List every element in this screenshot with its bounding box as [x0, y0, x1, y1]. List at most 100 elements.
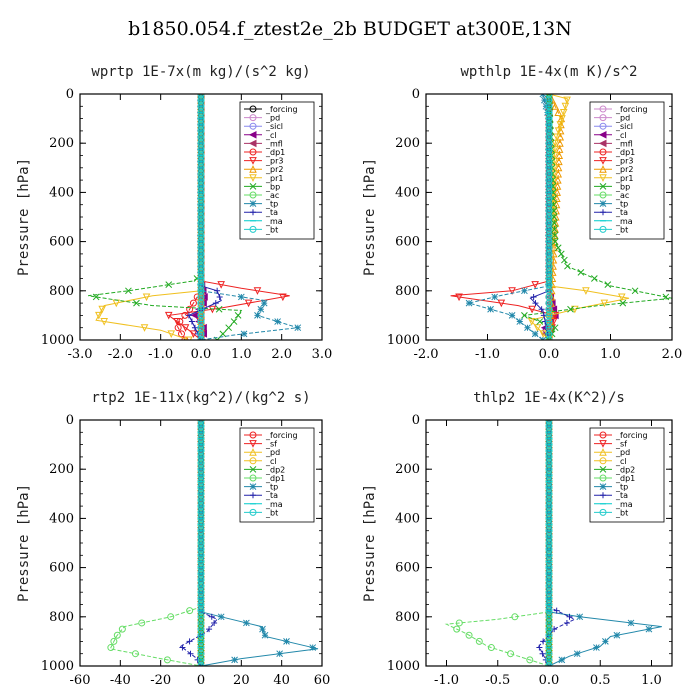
data-point	[254, 312, 261, 319]
legend-entry: _dp1	[615, 148, 635, 157]
data-point	[532, 300, 539, 307]
data-point	[553, 133, 561, 142]
data-point	[511, 613, 519, 621]
legend-entry: _ma	[615, 217, 633, 226]
legend-marker	[599, 105, 607, 113]
data-point	[563, 619, 570, 626]
x-tick-label: 2.0	[662, 347, 683, 362]
panel-3: rtp2 1E-11x(kg^2)/(kg^2 s) Pressure [hPa]…	[16, 390, 330, 688]
series-group	[88, 94, 302, 340]
data-point	[551, 232, 559, 239]
legend-marker	[249, 440, 257, 448]
legend-entry: _bt	[615, 225, 628, 234]
data-point	[521, 312, 528, 319]
data-point	[551, 225, 558, 233]
y-axis-label: Pressure [hPa]	[16, 158, 32, 276]
x-tick-label: -2.0	[413, 347, 438, 362]
legend-marker	[599, 474, 607, 482]
y-tick-label: 800	[395, 284, 420, 299]
legend-marker	[250, 209, 256, 216]
legend-marker	[599, 483, 607, 490]
data-point	[524, 324, 531, 332]
data-point	[465, 299, 473, 307]
data-point	[554, 108, 563, 116]
data-point	[118, 625, 126, 633]
legend-entry: _pr3	[265, 157, 283, 166]
data-point	[216, 293, 223, 300]
legend-marker	[599, 440, 607, 448]
y-tick-label: 800	[49, 284, 74, 299]
legend-marker	[249, 474, 257, 482]
legend-marker	[599, 122, 607, 130]
series-line-bp	[88, 94, 243, 340]
data-point	[558, 115, 566, 123]
data-point	[140, 324, 149, 332]
legend-entry: _pd	[265, 448, 280, 457]
x-tick-label: -0.5	[485, 673, 510, 688]
data-point	[244, 299, 253, 308]
legend-entry: _ma	[265, 217, 283, 226]
legend-entry: _ac	[265, 191, 279, 200]
y-tick-label: 1000	[41, 333, 74, 348]
data-point	[113, 631, 121, 639]
data-point	[173, 318, 181, 326]
legend-entry: _sicl	[615, 122, 633, 131]
y-tick-label: 800	[49, 610, 74, 625]
legend-box	[589, 101, 665, 240]
legend: _forcing_sf_pd_cl_dp2_dp1_tp_ta_ma_bt	[239, 427, 315, 523]
legend-marker	[599, 200, 607, 207]
data-point	[487, 644, 495, 652]
figure-title: b1850.054.f_ztest2e_2b BUDGET at300E,13N	[128, 18, 572, 40]
legend-entry: _sf	[615, 440, 627, 449]
legend-entry: _pd	[615, 114, 630, 123]
legend-entry: _ma	[615, 500, 633, 509]
legend-box	[239, 101, 315, 240]
x-tick-label: -1.0	[434, 673, 459, 688]
data-point	[100, 318, 109, 326]
data-point	[576, 613, 584, 621]
data-point	[110, 637, 118, 645]
data-point	[613, 631, 621, 639]
legend-marker	[249, 191, 257, 199]
data-point	[554, 127, 563, 136]
series-line-tp	[548, 420, 662, 666]
x-tick-label: -3.0	[67, 347, 92, 362]
legend-marker	[249, 148, 257, 156]
data-point	[165, 281, 173, 289]
legend-entry: _ta	[265, 208, 278, 217]
legend-marker	[600, 492, 606, 499]
legend-marker	[248, 139, 257, 148]
legend-entry: _forcing	[615, 105, 648, 114]
legend-marker	[599, 165, 607, 173]
legend-entry: _dp1	[265, 474, 285, 483]
data-point	[553, 607, 560, 614]
legend-entry: _cl	[265, 457, 277, 466]
data-point	[92, 293, 100, 301]
legend-entry: _forcing	[265, 431, 298, 440]
data-point	[294, 324, 302, 332]
y-axis-label: Pressure [hPa]	[362, 158, 378, 276]
panel-title: rtp2 1E-11x(kg^2)/(kg^2 s)	[91, 390, 310, 406]
y-tick-label: 600	[395, 561, 420, 576]
legend-entry: _tp	[265, 483, 278, 492]
data-point	[530, 293, 537, 300]
x-tick-label: 0.0	[191, 347, 212, 362]
legend-marker	[249, 114, 257, 122]
data-point	[185, 312, 192, 319]
y-tick-label: 0	[66, 413, 74, 428]
series-line-tp	[200, 420, 319, 666]
legend-entry: _dp2	[615, 465, 635, 474]
y-tick-label: 1000	[387, 333, 420, 348]
data-point	[283, 638, 290, 645]
legend-entry: _pd	[615, 448, 630, 457]
data-point	[174, 324, 182, 332]
legend-marker	[599, 183, 607, 190]
data-point	[540, 638, 547, 645]
x-tick-label: 20	[233, 673, 250, 688]
series-line-pr2	[548, 94, 562, 340]
data-point	[531, 281, 539, 289]
data-point	[181, 336, 189, 340]
legend-entry: _ac	[615, 191, 629, 200]
data-point	[533, 324, 542, 332]
data-point	[206, 626, 213, 633]
